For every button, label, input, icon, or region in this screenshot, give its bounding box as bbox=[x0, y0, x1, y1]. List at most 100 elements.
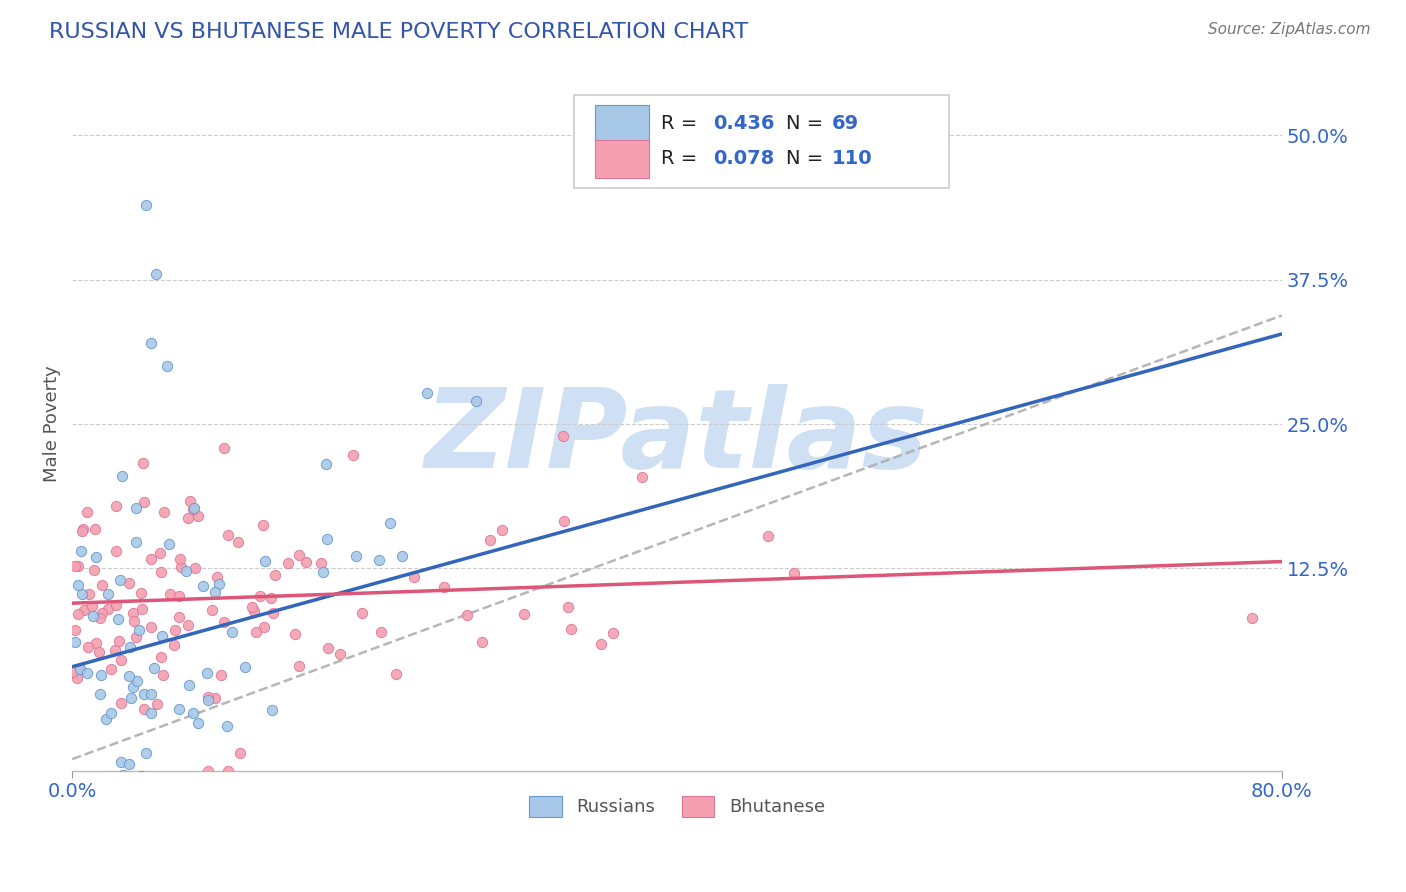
Point bbox=[129, 586, 152, 600]
Point bbox=[120, 691, 142, 706]
Point bbox=[135, 747, 157, 761]
Point bbox=[478, 533, 501, 548]
Point bbox=[139, 336, 162, 351]
Text: RUSSIAN VS BHUTANESE MALE POVERTY CORRELATION CHART: RUSSIAN VS BHUTANESE MALE POVERTY CORREL… bbox=[49, 22, 748, 42]
Point bbox=[370, 624, 392, 639]
Point bbox=[262, 606, 284, 620]
Point bbox=[110, 755, 132, 769]
Point bbox=[82, 609, 104, 624]
Point bbox=[139, 551, 162, 566]
Point bbox=[513, 607, 536, 621]
Point bbox=[127, 673, 149, 688]
Point bbox=[63, 635, 86, 649]
Point bbox=[179, 678, 201, 692]
Point bbox=[315, 457, 337, 471]
Point bbox=[204, 691, 226, 706]
Point bbox=[86, 550, 108, 565]
Point bbox=[287, 548, 309, 562]
Text: Source: ZipAtlas.com: Source: ZipAtlas.com bbox=[1208, 22, 1371, 37]
Point bbox=[97, 587, 120, 601]
Point bbox=[120, 640, 142, 655]
Point bbox=[66, 671, 89, 685]
Point bbox=[101, 775, 124, 789]
Point bbox=[69, 662, 91, 676]
Point bbox=[169, 589, 191, 603]
Point bbox=[204, 585, 226, 599]
Point bbox=[104, 643, 127, 657]
Point bbox=[96, 712, 118, 726]
Point bbox=[217, 764, 239, 778]
Point bbox=[94, 771, 117, 785]
Point bbox=[456, 608, 478, 623]
Point bbox=[63, 624, 86, 638]
Point bbox=[70, 524, 93, 538]
Point bbox=[471, 634, 494, 648]
Point bbox=[391, 549, 413, 563]
Legend: Russians, Bhutanese: Russians, Bhutanese bbox=[522, 789, 832, 824]
Point bbox=[491, 523, 513, 537]
Point bbox=[159, 587, 181, 601]
Point bbox=[557, 599, 579, 614]
Point bbox=[145, 267, 167, 281]
Point bbox=[150, 629, 173, 643]
Point bbox=[208, 577, 231, 591]
Point bbox=[288, 659, 311, 673]
Point bbox=[153, 504, 176, 518]
Point bbox=[169, 610, 191, 624]
Point bbox=[139, 687, 162, 701]
Point bbox=[551, 428, 574, 442]
Point bbox=[132, 456, 155, 470]
FancyBboxPatch shape bbox=[595, 140, 650, 178]
Point bbox=[209, 668, 232, 682]
Point bbox=[378, 516, 401, 531]
Point bbox=[118, 576, 141, 591]
Point bbox=[253, 620, 276, 634]
Point bbox=[205, 570, 228, 584]
Point bbox=[86, 775, 108, 789]
Point bbox=[260, 591, 283, 606]
Point bbox=[315, 532, 337, 546]
Point bbox=[125, 500, 148, 515]
Point bbox=[89, 611, 111, 625]
Point bbox=[63, 558, 86, 573]
Y-axis label: Male Poverty: Male Poverty bbox=[44, 366, 60, 483]
Point bbox=[402, 569, 425, 583]
Point bbox=[253, 554, 276, 568]
Point bbox=[67, 559, 90, 574]
Point bbox=[121, 606, 143, 620]
Point bbox=[157, 537, 180, 551]
Point bbox=[139, 620, 162, 634]
Point bbox=[132, 687, 155, 701]
Point bbox=[163, 639, 186, 653]
Point bbox=[277, 556, 299, 570]
Point bbox=[149, 650, 172, 665]
Point bbox=[233, 659, 256, 673]
Point bbox=[110, 696, 132, 710]
Point bbox=[226, 535, 249, 549]
Text: 0.436: 0.436 bbox=[713, 114, 775, 134]
Point bbox=[350, 606, 373, 620]
Point bbox=[245, 625, 267, 640]
Point bbox=[344, 549, 367, 563]
Text: 110: 110 bbox=[832, 149, 873, 168]
Text: 0.078: 0.078 bbox=[713, 149, 775, 168]
Point bbox=[179, 494, 201, 508]
Text: 69: 69 bbox=[832, 114, 859, 134]
Point bbox=[111, 768, 134, 782]
Point bbox=[91, 607, 114, 621]
Point bbox=[152, 667, 174, 681]
Point bbox=[240, 599, 263, 614]
Point bbox=[416, 385, 439, 400]
Point bbox=[174, 564, 197, 578]
Point bbox=[229, 747, 252, 761]
Point bbox=[217, 719, 239, 733]
Point bbox=[131, 602, 153, 616]
Point bbox=[169, 552, 191, 566]
Point bbox=[97, 601, 120, 615]
Point bbox=[117, 756, 139, 771]
Point bbox=[176, 617, 198, 632]
Point bbox=[110, 573, 132, 587]
Point bbox=[591, 637, 613, 651]
Point bbox=[67, 607, 90, 622]
Point bbox=[263, 568, 285, 582]
